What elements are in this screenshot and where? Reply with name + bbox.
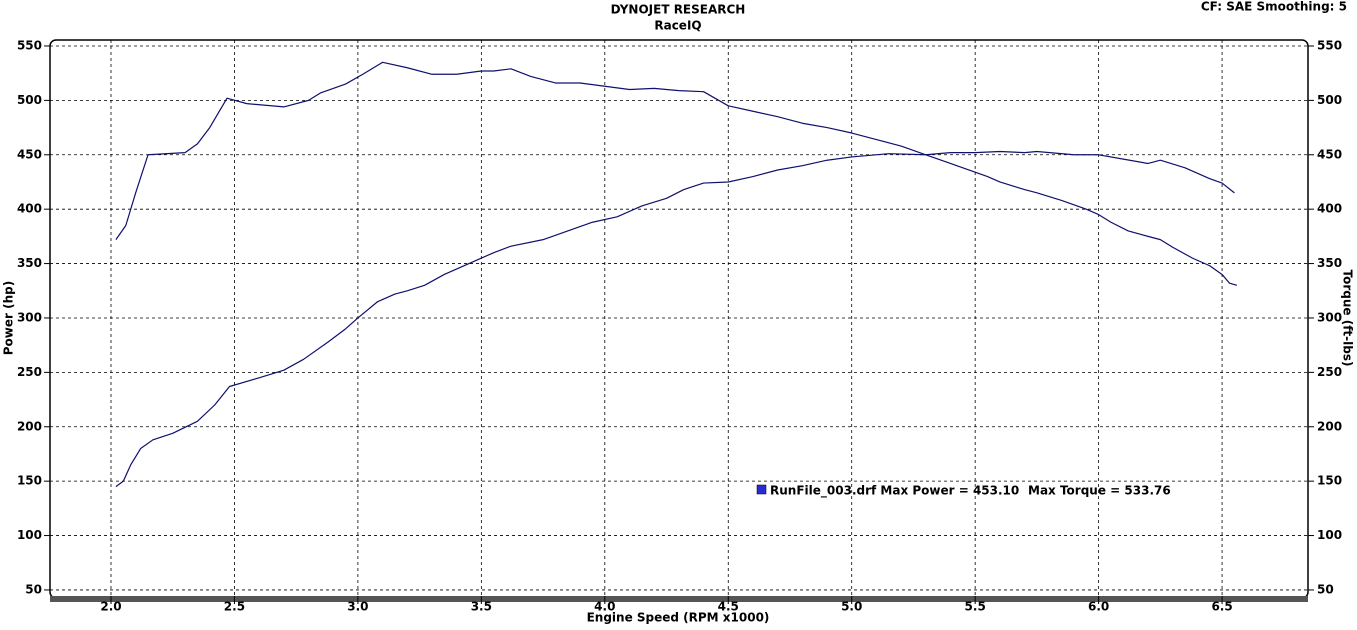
y-tick-label: 550 <box>17 38 42 52</box>
y2-tick-label: 350 <box>1317 256 1342 270</box>
x-tick-label: 4.5 <box>718 600 739 614</box>
y-tick-label: 100 <box>17 528 42 542</box>
y2-tick-label: 300 <box>1317 310 1342 324</box>
y-tick-label: 400 <box>17 202 42 216</box>
y2-axis-label: Torque (ft-lbs) <box>1341 270 1355 367</box>
x-tick-label: 2.0 <box>100 600 121 614</box>
y-tick-label: 150 <box>17 474 42 488</box>
series-line <box>115 61 1238 286</box>
y-tick-label: 250 <box>17 365 42 379</box>
y2-tick-label: 550 <box>1317 38 1342 52</box>
x-tick-label: 2.5 <box>224 600 245 614</box>
y2-tick-label: 400 <box>1317 202 1342 216</box>
x-tick-label: 6.0 <box>1088 600 1109 614</box>
y-tick-label: 450 <box>17 147 42 161</box>
legend-text: RunFile_003.drf Max Power = 453.10 <box>770 484 1019 499</box>
y2-tick-label: 50 <box>1317 582 1334 596</box>
x-axis-label: Engine Speed (RPM x1000) <box>587 611 770 625</box>
x-tick-label: 4.0 <box>594 600 615 614</box>
y-tick-label: 200 <box>17 419 42 433</box>
y2-tick-label: 450 <box>1317 147 1342 161</box>
y2-tick-label: 150 <box>1317 474 1342 488</box>
x-tick-label: 5.5 <box>965 600 986 614</box>
y-tick-label: 300 <box>17 310 42 324</box>
legend-swatch <box>756 484 767 495</box>
x-axis-bar <box>50 596 1308 602</box>
x-tick-label: 3.5 <box>471 600 492 614</box>
chart-subtitle: RaceIQ <box>654 19 701 33</box>
y2-tick-label: 250 <box>1317 365 1342 379</box>
series-line <box>115 150 1235 488</box>
y-tick-label: 500 <box>17 93 42 107</box>
chart-title: DYNOJET RESEARCH <box>611 3 746 17</box>
y-axis-label: Power (hp) <box>2 281 16 355</box>
y-tick-label: 50 <box>25 582 42 596</box>
y2-tick-label: 200 <box>1317 419 1342 433</box>
y2-tick-label: 500 <box>1317 93 1342 107</box>
x-tick-label: 6.5 <box>1211 600 1232 614</box>
settings-text: CF: SAE Smoothing: 5 <box>1201 0 1347 14</box>
y2-tick-label: 100 <box>1317 528 1342 542</box>
x-tick-label: 3.0 <box>347 600 368 614</box>
y-tick-label: 350 <box>17 256 42 270</box>
x-tick-label: 5.0 <box>841 600 862 614</box>
legend-text: Max Torque = 533.76 <box>1028 484 1171 498</box>
plot-frame <box>49 39 1309 599</box>
